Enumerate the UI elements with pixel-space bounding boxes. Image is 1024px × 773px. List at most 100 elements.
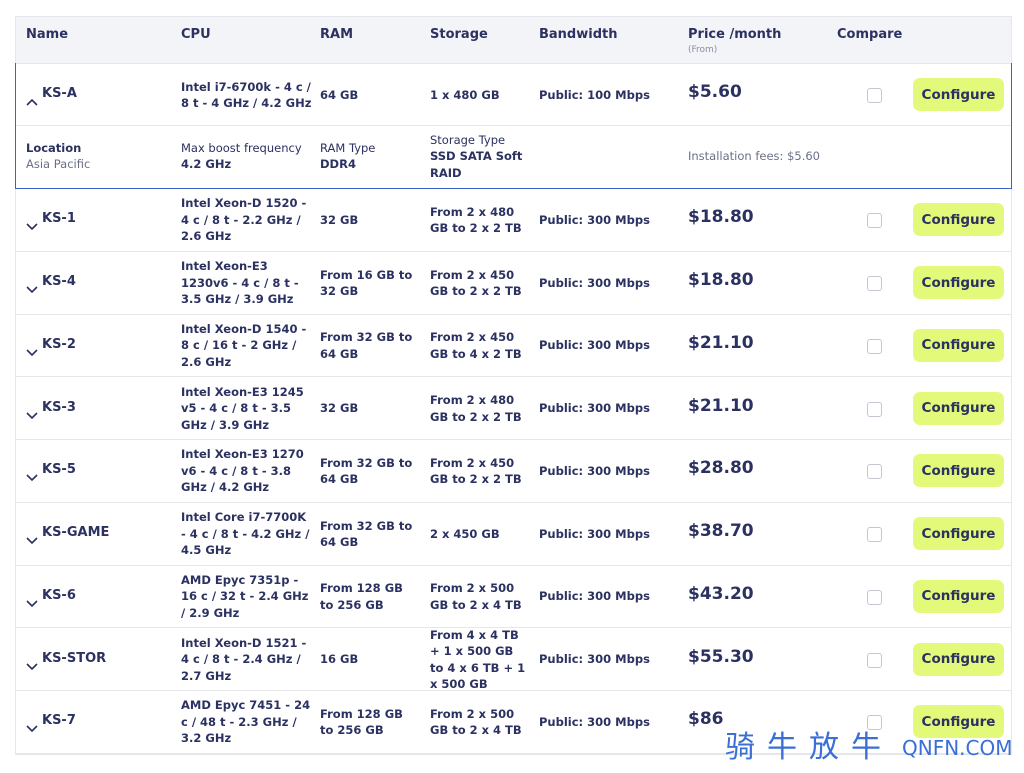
storage-cell: From 2 x 480 GB to 2 x 2 TB <box>430 393 522 424</box>
column-header: Name <box>26 27 69 42</box>
ram-type-label: RAM Type <box>320 141 376 155</box>
price: $28.80 <box>688 458 754 479</box>
ram-cell: From 128 GB to 256 GB <box>320 581 403 612</box>
chevron-icon[interactable] <box>26 530 38 549</box>
server-row: KS-3 Intel Xeon-E3 1245 v5 - 4 c / 8 t - … <box>16 377 1011 440</box>
chevron-icon[interactable] <box>26 405 38 424</box>
compare-checkbox[interactable] <box>867 401 882 417</box>
price: $38.70 <box>688 521 754 542</box>
ram-cell: From 128 GB to 256 GB <box>320 706 403 738</box>
cpu-cell: AMD Epyc 7451 - 24 c / 48 t - 2.3 GHz / … <box>181 698 311 746</box>
server-row: KS-6 AMD Epyc 7351p - 16 c / 32 t - 2.4 G… <box>16 566 1011 629</box>
chevron-icon[interactable] <box>26 91 38 110</box>
column-header: CPU <box>181 27 211 42</box>
price: $21.10 <box>688 395 754 416</box>
price: $21.10 <box>688 332 754 353</box>
storage-cell: 2 x 450 GB <box>430 526 500 541</box>
price: $86 <box>688 709 724 730</box>
cpu-cell: Intel i7-6700k - 4 c / 8 t - 4 GHz / 4.2… <box>181 79 312 111</box>
configure-button[interactable]: Configure <box>913 266 1004 300</box>
cpu-cell: Intel Core i7-7700K - 4 c / 8 t - 4.2 GH… <box>181 510 310 558</box>
storage-cell: From 2 x 500 GB to 2 x 4 TB <box>430 581 522 612</box>
server-name: KS-4 <box>42 274 76 290</box>
cpu-cell: Intel Xeon-D 1520 - 4 c / 8 t - 2.2 GHz … <box>181 196 307 244</box>
compare-checkbox[interactable] <box>867 652 882 668</box>
storage-cell: From 2 x 450 GB to 4 x 2 TB <box>430 330 522 361</box>
server-name: KS-6 <box>42 587 76 603</box>
chevron-icon[interactable] <box>26 279 38 298</box>
bandwidth-cell: Public: 300 Mbps <box>539 589 650 604</box>
configure-button[interactable]: Configure <box>913 203 1004 237</box>
compare-checkbox[interactable] <box>867 715 882 731</box>
configure-button[interactable]: Configure <box>913 328 1004 362</box>
chevron-icon[interactable] <box>26 656 38 675</box>
price-note: (From) <box>688 45 718 55</box>
chevron-icon[interactable] <box>26 593 38 612</box>
server-row: KS-A Intel i7-6700k - 4 c / 8 t - 4 GHz /… <box>16 64 1011 126</box>
watermark: 骑牛放牛 <box>725 730 893 765</box>
bandwidth-cell: Public: 300 Mbps <box>539 212 650 227</box>
price: $5.60 <box>688 82 742 102</box>
storage-cell: From 2 x 450 GB to 2 x 2 TB <box>430 455 522 487</box>
header-row: (From) Name CPU RAM Storage Bandwidth Price /… <box>16 17 1011 64</box>
ram-cell: From 32 GB to 64 GB <box>320 455 413 487</box>
chevron-icon[interactable] <box>26 467 38 486</box>
compare-checkbox[interactable] <box>867 527 882 543</box>
boost-label: Max boost frequency <box>181 141 302 155</box>
installation-fees: Installation fees: $5.60 <box>688 149 820 163</box>
column-header: RAM <box>320 27 354 42</box>
compare-checkbox[interactable] <box>867 338 882 354</box>
storage-cell: 1 x 480 GB <box>430 87 500 102</box>
bandwidth-cell: Public: 300 Mbps <box>539 401 650 416</box>
server-name: KS-GAME <box>42 525 110 541</box>
compare-checkbox[interactable] <box>867 213 882 229</box>
compare-checkbox[interactable] <box>867 276 882 292</box>
configure-button[interactable]: Configure <box>913 391 1004 425</box>
storage-cell: From 2 x 480 GB to 2 x 2 TB <box>430 204 522 236</box>
server-row: KS-4 Intel Xeon-E3 1230v6 - 4 c / 8 t - 3… <box>16 252 1011 315</box>
configure-button[interactable]: Configure <box>913 78 1004 111</box>
bandwidth-cell: Public: 300 Mbps <box>539 463 650 478</box>
bandwidth-cell: Public: 300 Mbps <box>539 338 650 353</box>
server-name: KS-3 <box>42 399 76 415</box>
cpu-cell: Intel Xeon-D 1521 - 4 c / 8 t - 2.4 GHz … <box>181 635 307 683</box>
cpu-cell: Intel Xeon-E3 1270 v6 - 4 c / 8 t - 3.8 … <box>181 447 304 495</box>
ram-cell: From 32 GB to 64 GB <box>320 330 413 361</box>
bandwidth-cell: Public: 300 Mbps <box>539 714 650 729</box>
column-header: Compare <box>837 27 903 42</box>
ram-cell: 32 GB <box>320 401 359 416</box>
price: $43.20 <box>688 583 754 604</box>
price: $55.30 <box>688 646 754 667</box>
ram-cell: 64 GB <box>320 87 359 102</box>
server-row: KS-1 Intel Xeon-D 1520 - 4 c / 8 t - 2.2 … <box>16 189 1011 252</box>
configure-button[interactable]: Configure <box>913 579 1004 613</box>
cpu-cell: AMD Epyc 7351p - 16 c / 32 t - 2.4 GHz /… <box>181 572 309 620</box>
compare-checkbox[interactable] <box>867 589 882 605</box>
detail-row: Location Asia Pacific Max boost frequency 4… <box>16 126 1011 188</box>
column-header: Price /month <box>688 27 782 42</box>
server-table: (From) Name CPU RAM Storage Bandwidth Price /… <box>15 16 1012 755</box>
boost: 4.2 GHz <box>181 157 232 171</box>
storage-cell: From 4 x 4 TB + 1 x 500 GB to 4 x 6 TB +… <box>430 627 526 692</box>
cpu-cell: Intel Xeon-D 1540 - 8 c / 16 t - 2 GHz /… <box>181 321 307 369</box>
configure-button[interactable]: Configure <box>913 642 1004 676</box>
configure-button[interactable]: Configure <box>913 517 1004 551</box>
server-name: KS-1 <box>42 211 76 227</box>
ram-cell: 32 GB <box>320 212 359 227</box>
chevron-icon[interactable] <box>26 216 38 235</box>
chevron-icon[interactable] <box>26 718 38 737</box>
compare-checkbox[interactable] <box>867 88 882 103</box>
server-row: KS-5 Intel Xeon-E3 1270 v6 - 4 c / 8 t - … <box>16 440 1011 503</box>
server-name: KS-STOR <box>42 650 107 666</box>
compare-checkbox[interactable] <box>867 464 882 480</box>
location: Asia Pacific <box>26 157 91 171</box>
chevron-icon[interactable] <box>26 342 38 361</box>
configure-button[interactable]: Configure <box>913 705 1004 739</box>
configure-button[interactable]: Configure <box>913 454 1004 488</box>
storage-cell: From 2 x 450 GB to 2 x 2 TB <box>430 267 522 299</box>
bandwidth-cell: Public: 300 Mbps <box>539 275 650 290</box>
location-label: Location <box>26 141 82 155</box>
bandwidth-cell: Public: 300 Mbps <box>539 652 650 667</box>
storage-type-label: Storage Type <box>430 133 506 147</box>
